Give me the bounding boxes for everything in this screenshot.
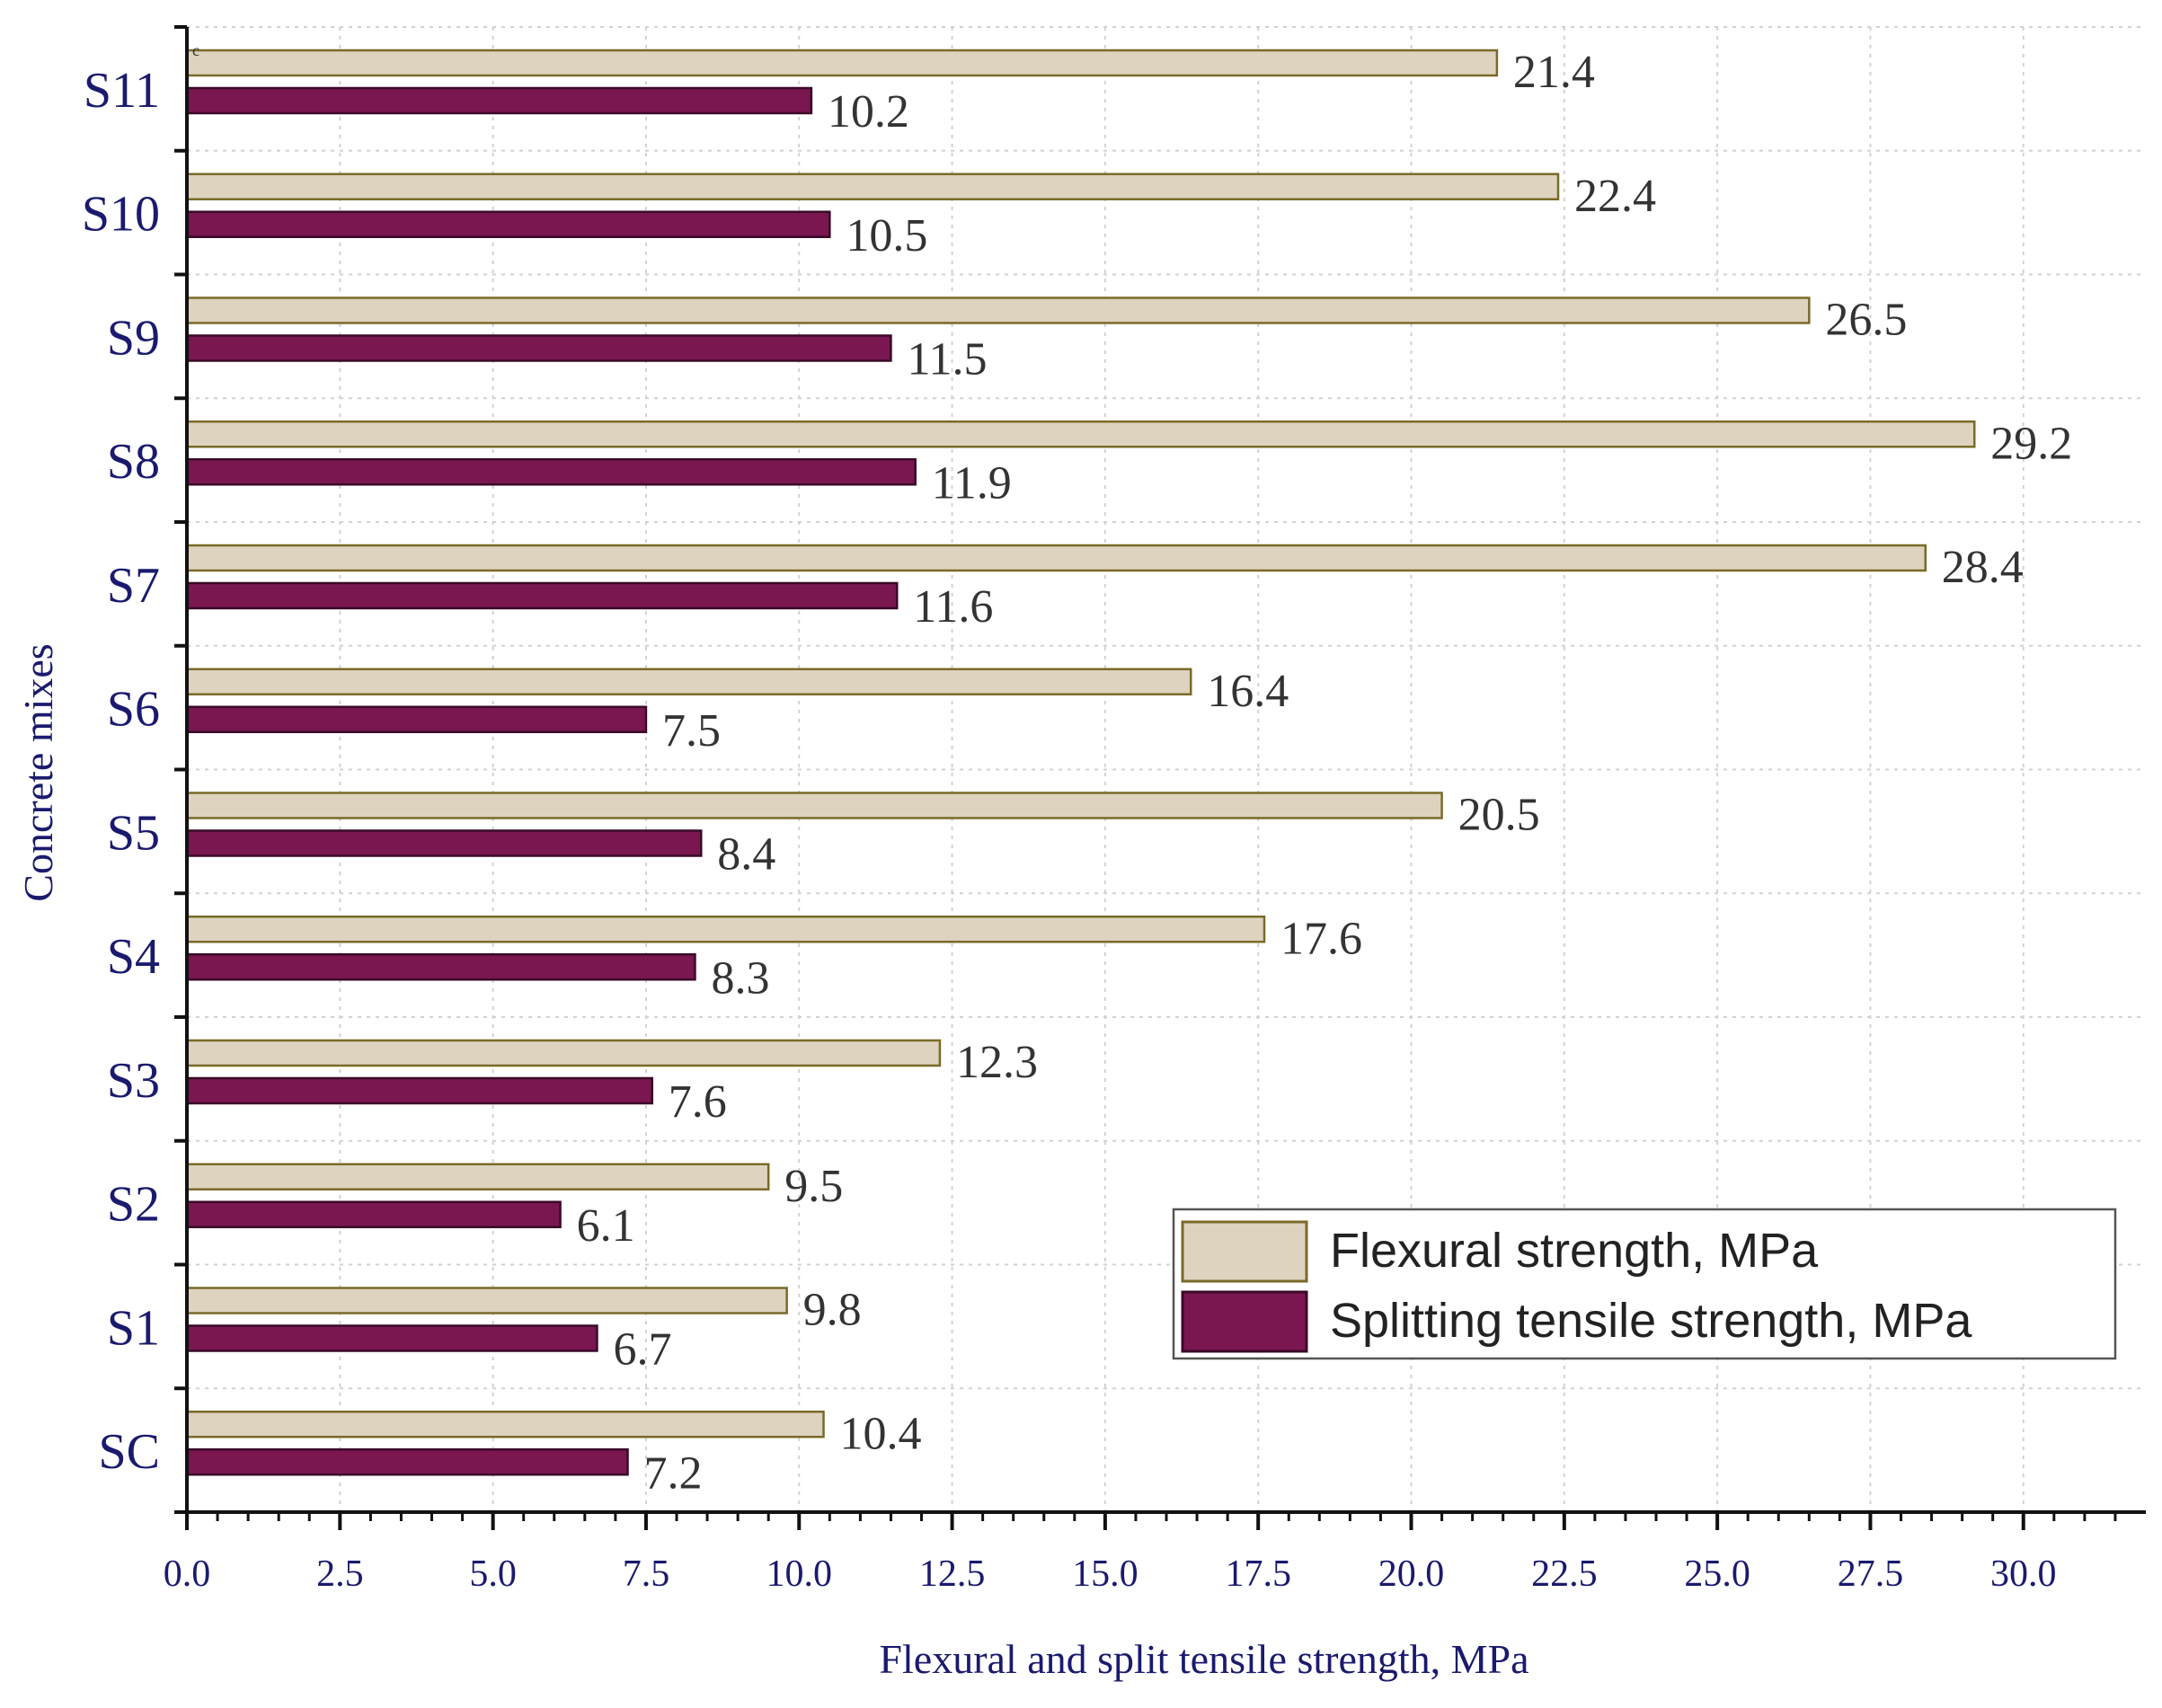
splitting-bar-S11 — [185, 86, 813, 115]
legend-label-flexural: Flexural strength, MPa — [1330, 1224, 1819, 1278]
splitting-label-S4: 8.3 — [711, 952, 769, 1004]
x-tick-label-30.0: 30.0 — [1990, 1553, 2057, 1595]
flexural-label-S9: 26.5 — [1825, 295, 1907, 346]
category-label-S10: S10 — [82, 187, 160, 243]
splitting-label-S2: 6.1 — [577, 1200, 635, 1252]
x-axis-title: Flexural and split tensile strength, MPa — [879, 1636, 1528, 1682]
flexural-label-SC: 10.4 — [840, 1408, 922, 1459]
flexural-label-S8: 29.2 — [1990, 418, 2072, 469]
splitting-label-S3: 7.6 — [669, 1076, 727, 1128]
splitting-label-S1: 6.7 — [613, 1324, 671, 1376]
splitting-bar-S6 — [185, 705, 648, 733]
category-label-S4: S4 — [107, 929, 160, 985]
splitting-label-SC: 7.2 — [644, 1447, 703, 1499]
category-label-S9: S9 — [107, 310, 160, 366]
splitting-label-S9: 11.5 — [907, 334, 987, 385]
x-tick-label-2.5: 2.5 — [316, 1553, 364, 1595]
flexural-label-S4: 17.6 — [1280, 913, 1362, 964]
axes: 0.0 2.5 5.0 7.5 10.0 12.5 15.0 17.5 20.0 22.5 25.0… — [82, 25, 2146, 1595]
flexural-label-S10: 22.4 — [1574, 171, 1656, 222]
splitting-bar-S8 — [185, 458, 917, 486]
flexural-label-S5: 20.5 — [1458, 790, 1540, 841]
legend-swatch-flexural — [1181, 1220, 1308, 1283]
category-label-S8: S8 — [107, 434, 160, 490]
flexural-label-S3: 12.3 — [956, 1037, 1038, 1088]
x-tick-label-7.5: 7.5 — [623, 1553, 670, 1595]
flexural-label-S7: 28.4 — [1942, 542, 2024, 593]
splitting-bar-S5 — [185, 829, 703, 857]
legend-swatch-splitting — [1181, 1290, 1308, 1353]
flexural-bar-S6 — [185, 668, 1192, 695]
flexural-bar-S10 — [185, 173, 1560, 200]
y-axis-title: Concrete mixes — [15, 643, 61, 901]
splitting-label-S5: 8.4 — [717, 829, 775, 881]
flexural-bar-S8 — [185, 420, 1976, 448]
flexural-bar-S5 — [185, 792, 1443, 819]
flexural-bar-S1 — [185, 1287, 788, 1314]
splitting-bar-S3 — [185, 1076, 653, 1105]
x-tick-label-20.0: 20.0 — [1378, 1553, 1445, 1595]
x-tick-label-15.0: 15.0 — [1072, 1553, 1139, 1595]
data-labels: 10.4 9.8 9.5 12.3 17.6 20.5 16.4 28.4 29.2 26.5 22… — [577, 47, 2073, 1499]
splitting-bar-SC — [185, 1448, 629, 1476]
flexural-label-S11: 21.4 — [1513, 47, 1595, 98]
splitting-label-S6: 7.5 — [662, 705, 721, 757]
x-tick-label-27.5: 27.5 — [1838, 1553, 1904, 1595]
flexural-label-S6: 16.4 — [1207, 666, 1289, 717]
splitting-bar-S4 — [185, 953, 696, 981]
corner-mark: c — [192, 41, 199, 59]
category-label-S2: S2 — [107, 1177, 160, 1233]
splitting-bar-S7 — [185, 581, 899, 610]
flexural-bar-S7 — [185, 544, 1927, 572]
flexural-bar-S11 — [185, 49, 1499, 77]
x-tick-label-25.0: 25.0 — [1684, 1553, 1750, 1595]
x-tick-label-0.0: 0.0 — [164, 1553, 211, 1595]
splitting-bar-S9 — [185, 334, 892, 362]
category-label-S3: S3 — [107, 1053, 160, 1109]
category-label-S5: S5 — [107, 805, 160, 861]
flexural-bar-S2 — [185, 1163, 770, 1190]
flexural-bar-SC — [185, 1411, 825, 1438]
splitting-label-S10: 10.5 — [846, 210, 927, 261]
category-label-S11: S11 — [84, 63, 160, 119]
flexural-label-S2: 9.5 — [784, 1161, 843, 1212]
x-tick-label-10.0: 10.0 — [766, 1553, 833, 1595]
splitting-label-S11: 10.2 — [828, 86, 909, 137]
flexural-bar-S4 — [185, 916, 1266, 943]
flexural-bar-S3 — [185, 1039, 942, 1067]
category-label-SC: SC — [99, 1424, 161, 1480]
x-tick-label-5.0: 5.0 — [469, 1553, 517, 1595]
splitting-bar-S2 — [185, 1200, 562, 1228]
x-tick-label-22.5: 22.5 — [1531, 1553, 1598, 1595]
splitting-bar-S10 — [185, 210, 831, 238]
category-label-S6: S6 — [107, 682, 160, 738]
flexural-bar-S9 — [185, 296, 1811, 324]
category-label-S7: S7 — [107, 558, 160, 614]
legend-box — [1172, 1208, 2117, 1360]
legend-label-splitting: Splitting tensile strength, MPa — [1330, 1294, 1972, 1348]
x-tick-label-17.5: 17.5 — [1225, 1553, 1291, 1595]
category-label-S1: S1 — [107, 1300, 160, 1356]
legend: Flexural strength, MPa Splitting tensile … — [1172, 1208, 2117, 1360]
splitting-label-S8: 11.9 — [932, 457, 1012, 509]
splitting-label-S7: 11.6 — [913, 581, 993, 633]
flexural-label-S1: 9.8 — [803, 1285, 862, 1336]
grid — [187, 26, 2146, 1512]
x-tick-label-12.5: 12.5 — [919, 1553, 986, 1595]
splitting-bar-S1 — [185, 1324, 598, 1352]
